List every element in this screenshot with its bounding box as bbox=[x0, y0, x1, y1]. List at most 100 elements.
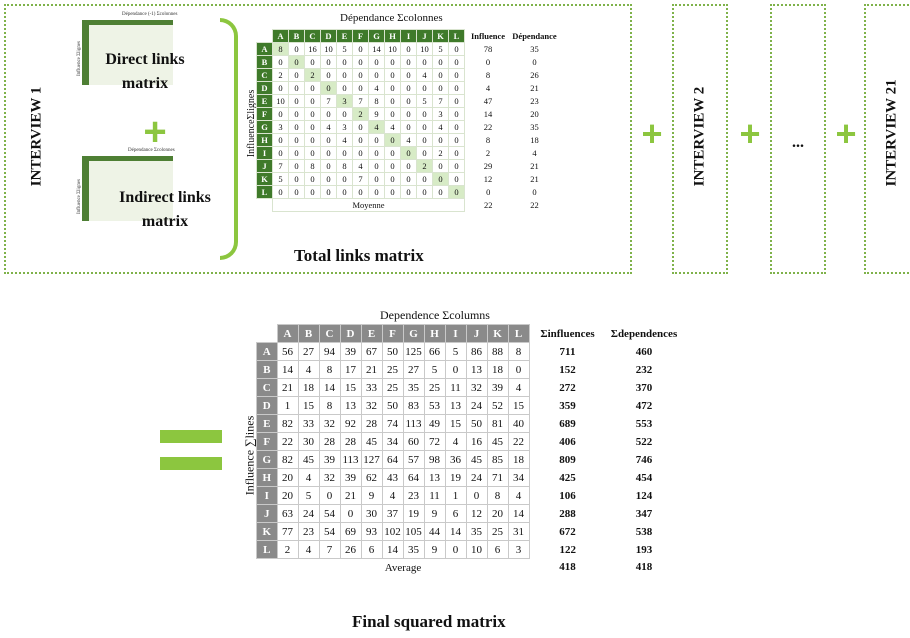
matrix-cell: 2 bbox=[304, 68, 321, 82]
matrix-cell: 86 bbox=[465, 342, 488, 361]
mini-cell bbox=[131, 191, 138, 196]
matrix-cell: 0 bbox=[432, 172, 449, 186]
matrix-cell: 0 bbox=[304, 120, 321, 134]
matrix-cell: 0 bbox=[352, 55, 369, 69]
mini-cell bbox=[152, 30, 159, 35]
row-header: E bbox=[256, 94, 273, 108]
table-row: K 77 23 54 69 93 102 105 44 14 35 25 31 672 538 bbox=[256, 522, 683, 541]
mini-cell bbox=[96, 161, 103, 166]
mini-cell bbox=[131, 25, 138, 30]
mini-cell bbox=[124, 171, 131, 176]
mini-cell bbox=[152, 50, 159, 55]
mini-cell bbox=[89, 196, 96, 201]
mini-cell bbox=[82, 196, 89, 201]
matrix-cell: 52 bbox=[486, 396, 509, 415]
mini-cell bbox=[117, 40, 124, 45]
matrix-cell: 4 bbox=[384, 120, 401, 134]
matrix-cell: 0 bbox=[416, 120, 433, 134]
mini-cell bbox=[166, 201, 173, 206]
column-header: F bbox=[352, 29, 369, 43]
matrix-cell: 64 bbox=[381, 450, 404, 469]
mini-cell bbox=[82, 171, 89, 176]
mini-cell bbox=[145, 186, 152, 191]
corner-cell bbox=[257, 325, 278, 343]
matrix-cell: 0 bbox=[384, 185, 401, 199]
mini-cell bbox=[152, 35, 159, 40]
mini-cell bbox=[131, 20, 138, 25]
mini-cell bbox=[166, 176, 173, 181]
mini-cell bbox=[89, 186, 96, 191]
matrix-cell: 102 bbox=[381, 522, 404, 541]
matrix-cell: 7 bbox=[320, 94, 337, 108]
dependence-sum: 347 bbox=[635, 507, 653, 520]
mini-cell bbox=[96, 196, 103, 201]
matrix-cell: 0 bbox=[304, 55, 321, 69]
mini-cell bbox=[110, 45, 117, 50]
matrix-cell: 0 bbox=[444, 540, 467, 559]
mini-cell bbox=[166, 35, 173, 40]
table-row: D 0 0 0 0 0 0 4 0 0 0 0 0 4 21 bbox=[256, 81, 558, 95]
matrix-cell: 98 bbox=[423, 450, 446, 469]
indirect-links-label: Indirect links matrix bbox=[119, 189, 211, 230]
matrix-cell: 81 bbox=[486, 414, 509, 433]
mini-cell bbox=[110, 216, 117, 221]
dependence-sum: 193 bbox=[635, 543, 653, 556]
mini-cell bbox=[138, 75, 145, 80]
mini-cell bbox=[166, 20, 173, 25]
matrix-cell: 19 bbox=[402, 504, 425, 523]
matrix-cell: 0 bbox=[288, 159, 305, 173]
matrix-cell: 0 bbox=[352, 185, 369, 199]
matrix-cell: 3 bbox=[507, 540, 530, 559]
mini-cell bbox=[145, 201, 152, 206]
column-header: L bbox=[507, 324, 530, 343]
mini-cell bbox=[159, 201, 166, 206]
dependence-sum: 232 bbox=[635, 363, 653, 376]
row-header: A bbox=[256, 42, 273, 56]
mini-cell bbox=[89, 206, 96, 211]
corner-cell bbox=[257, 30, 273, 43]
mini-cell bbox=[82, 161, 89, 166]
mini-cell bbox=[159, 60, 166, 65]
matrix-cell: 0 bbox=[288, 94, 305, 108]
dependence-sum: 35 bbox=[530, 122, 539, 132]
matrix-cell: 0 bbox=[416, 185, 433, 199]
mini-cell bbox=[103, 70, 110, 75]
table-row: L 2 4 7 26 6 14 35 9 0 10 6 3 122 193 bbox=[256, 540, 683, 559]
mini-cell bbox=[82, 50, 89, 55]
matrix-cell: 127 bbox=[360, 450, 383, 469]
column-header: H bbox=[423, 324, 446, 343]
matrix-cell: 39 bbox=[339, 342, 362, 361]
mini-cell bbox=[131, 211, 138, 216]
mini-cell bbox=[117, 186, 124, 191]
mini-cell bbox=[131, 161, 138, 166]
matrix-cell: 4 bbox=[336, 133, 353, 147]
mini-cell bbox=[110, 191, 117, 196]
mini-cell bbox=[138, 80, 145, 85]
matrix-cell: 50 bbox=[381, 396, 404, 415]
mini-cell bbox=[117, 181, 124, 186]
mini-cell bbox=[96, 176, 103, 181]
mini-cell bbox=[131, 196, 138, 201]
mini-cell bbox=[82, 216, 89, 221]
matrix-cell: 4 bbox=[368, 81, 385, 95]
matrix-cell: 30 bbox=[297, 432, 320, 451]
mini-cell bbox=[159, 176, 166, 181]
matrix-cell: 0 bbox=[318, 486, 341, 505]
matrix-cell: 7 bbox=[352, 172, 369, 186]
matrix-cell: 39 bbox=[486, 378, 509, 397]
matrix-cell: 74 bbox=[381, 414, 404, 433]
mini-cell bbox=[152, 75, 159, 80]
dependence-sum: 18 bbox=[530, 135, 539, 145]
mini-cell bbox=[138, 171, 145, 176]
footer-spacer bbox=[257, 559, 278, 577]
matrix-cell: 35 bbox=[402, 378, 425, 397]
mini-cell bbox=[96, 206, 103, 211]
matrix-cell: 82 bbox=[276, 414, 299, 433]
matrix-cell: 10 bbox=[320, 42, 337, 56]
matrix-cell: 20 bbox=[276, 468, 299, 487]
matrix-cell: 1 bbox=[444, 486, 467, 505]
matrix-cell: 9 bbox=[360, 486, 383, 505]
matrix-cell: 27 bbox=[402, 360, 425, 379]
table-row: J 63 24 54 0 30 37 19 9 6 12 20 14 288 347 bbox=[256, 504, 683, 523]
